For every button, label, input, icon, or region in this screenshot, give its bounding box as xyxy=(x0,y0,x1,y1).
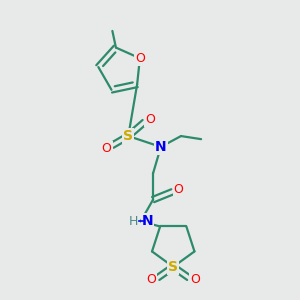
Text: O: O xyxy=(135,52,145,65)
Text: N: N xyxy=(142,214,153,228)
Text: O: O xyxy=(147,273,157,286)
Text: S: S xyxy=(168,260,178,274)
Text: O: O xyxy=(102,142,112,155)
Text: N: N xyxy=(155,140,167,154)
Text: S: S xyxy=(123,129,133,143)
Text: O: O xyxy=(190,273,200,286)
Text: O: O xyxy=(174,183,184,196)
Text: O: O xyxy=(145,112,155,125)
Text: H: H xyxy=(129,215,139,228)
